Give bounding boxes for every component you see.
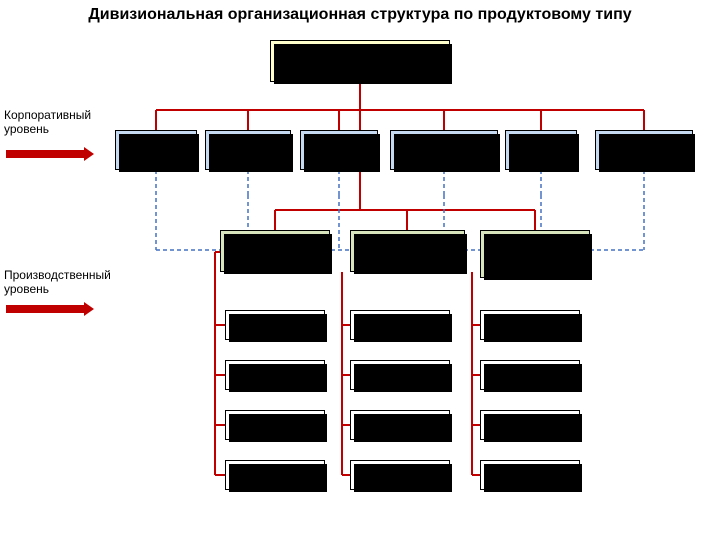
label-production-level: Производственныйуровень — [4, 268, 111, 297]
node-hr: Кадры — [505, 130, 577, 170]
node-func-0-2: Производство — [225, 410, 325, 440]
label-corporate-level: Корпоративныйуровень — [4, 108, 91, 137]
node-sales-marketing: Сбыт имаркетинг — [205, 130, 291, 170]
node-func-2-0: Маркетинг — [480, 310, 580, 340]
node-func-1-2: Производство — [350, 410, 450, 440]
node-func-2-2: Производство — [480, 410, 580, 440]
node-func-1-1: Финансы — [350, 360, 450, 390]
node-legal: Юридическиеуслуги — [595, 130, 693, 170]
node-mgr-detergent: Рук-тельСтиральныйпорошок — [480, 230, 590, 278]
node-mgr-bodycare: Рук-тель Уходза телом — [220, 230, 330, 272]
node-func-1-0: Маркетинг — [350, 310, 450, 340]
arrow-production — [6, 305, 94, 313]
node-func-2-1: Финансы — [480, 360, 580, 390]
node-mgr-haircare: Рук-тель Уходза волосами — [350, 230, 465, 272]
node-func-2-3: Сбыт — [480, 460, 580, 490]
chart-title: Дивизиональная организационная структура… — [0, 6, 720, 24]
node-func-0-3: Сбыт — [225, 460, 325, 490]
node-finance: Финансы — [300, 130, 378, 170]
node-corp-services: Корп.услуги — [115, 130, 197, 170]
node-func-0-0: Маркетинг — [225, 310, 325, 340]
arrow-corporate — [6, 150, 94, 158]
node-func-0-1: Финансы — [225, 360, 325, 390]
node-prod-planning: Производствои планир. — [390, 130, 498, 170]
node-general-director: Генеральныйдиректор — [270, 40, 450, 82]
node-func-1-3: Сбыт — [350, 460, 450, 490]
